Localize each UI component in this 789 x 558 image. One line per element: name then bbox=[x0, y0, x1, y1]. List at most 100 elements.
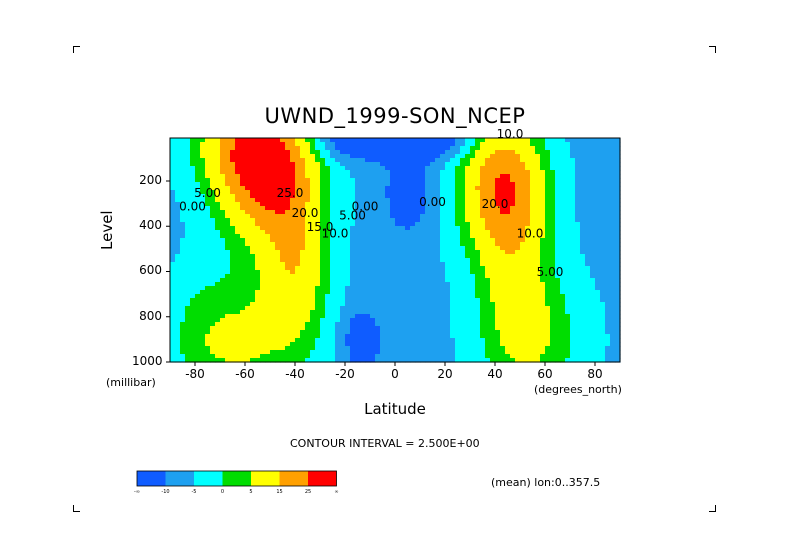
field-cell bbox=[355, 346, 361, 351]
field-cell bbox=[545, 226, 551, 231]
field-cell bbox=[245, 234, 251, 239]
field-cell bbox=[560, 290, 566, 295]
field-cell bbox=[490, 186, 496, 191]
field-cell bbox=[370, 322, 376, 327]
field-cell bbox=[585, 162, 591, 167]
field-cell bbox=[510, 246, 516, 251]
field-cell bbox=[240, 282, 246, 287]
field-cell bbox=[295, 170, 301, 175]
field-cell bbox=[430, 254, 436, 259]
field-cell bbox=[545, 354, 551, 359]
field-cell bbox=[410, 142, 416, 147]
field-cell bbox=[205, 318, 211, 323]
field-cell bbox=[240, 278, 246, 283]
field-cell bbox=[525, 310, 531, 315]
field-cell bbox=[330, 326, 336, 331]
field-cell bbox=[370, 306, 376, 311]
field-cell bbox=[605, 174, 611, 179]
field-cell bbox=[560, 350, 566, 355]
field-cell bbox=[360, 286, 366, 291]
field-cell bbox=[530, 346, 536, 351]
field-cell bbox=[585, 258, 591, 263]
field-cell bbox=[415, 250, 421, 255]
field-cell bbox=[220, 338, 226, 343]
field-cell bbox=[170, 358, 176, 363]
field-cell bbox=[350, 274, 356, 279]
field-cell bbox=[180, 262, 186, 267]
field-cell bbox=[320, 250, 326, 255]
field-cell bbox=[325, 162, 331, 167]
field-cell bbox=[235, 282, 241, 287]
field-cell bbox=[465, 266, 471, 271]
field-cell bbox=[555, 278, 561, 283]
field-cell bbox=[460, 238, 466, 243]
field-cell bbox=[420, 314, 426, 319]
field-cell bbox=[390, 250, 396, 255]
field-cell bbox=[410, 206, 416, 211]
field-cell bbox=[375, 322, 381, 327]
field-cell bbox=[560, 274, 566, 279]
field-cell bbox=[440, 294, 446, 299]
field-cell bbox=[575, 218, 581, 223]
field-cell bbox=[300, 166, 306, 171]
field-cell bbox=[590, 346, 596, 351]
field-cell bbox=[235, 210, 241, 215]
field-cell bbox=[285, 158, 291, 163]
field-cell bbox=[410, 358, 416, 363]
field-cell bbox=[240, 358, 246, 363]
field-cell bbox=[505, 170, 511, 175]
field-cell bbox=[420, 350, 426, 355]
field-cell bbox=[435, 274, 441, 279]
field-cell bbox=[475, 146, 481, 151]
field-cell bbox=[290, 218, 296, 223]
field-cell bbox=[400, 174, 406, 179]
field-cell bbox=[290, 274, 296, 279]
field-cell bbox=[290, 234, 296, 239]
field-cell bbox=[260, 194, 266, 199]
field-cell bbox=[585, 222, 591, 227]
field-cell bbox=[485, 250, 491, 255]
field-cell bbox=[405, 342, 411, 347]
field-cell bbox=[255, 314, 261, 319]
field-cell bbox=[305, 206, 311, 211]
field-cell bbox=[255, 182, 261, 187]
field-cell bbox=[450, 242, 456, 247]
field-cell bbox=[290, 186, 296, 191]
field-cell bbox=[200, 214, 206, 219]
field-cell bbox=[245, 150, 251, 155]
field-cell bbox=[545, 318, 551, 323]
field-cell bbox=[190, 138, 196, 143]
field-cell bbox=[370, 206, 376, 211]
field-cell bbox=[275, 266, 281, 271]
field-cell bbox=[255, 326, 261, 331]
field-cell bbox=[605, 230, 611, 235]
field-cell bbox=[545, 338, 551, 343]
field-cell bbox=[205, 346, 211, 351]
field-cell bbox=[445, 358, 451, 363]
field-cell bbox=[180, 154, 186, 159]
field-cell bbox=[545, 174, 551, 179]
field-cell bbox=[435, 206, 441, 211]
field-cell bbox=[380, 206, 386, 211]
field-cell bbox=[470, 202, 476, 207]
field-cell bbox=[350, 170, 356, 175]
field-cell bbox=[455, 166, 461, 171]
field-cell bbox=[265, 350, 271, 355]
field-cell bbox=[500, 290, 506, 295]
field-cell bbox=[570, 158, 576, 163]
field-cell bbox=[400, 198, 406, 203]
field-cell bbox=[560, 250, 566, 255]
field-cell bbox=[550, 278, 556, 283]
field-cell bbox=[300, 314, 306, 319]
field-cell bbox=[260, 250, 266, 255]
field-cell bbox=[295, 298, 301, 303]
field-cell bbox=[500, 330, 506, 335]
field-cell bbox=[245, 142, 251, 147]
field-cell bbox=[215, 158, 221, 163]
field-cell bbox=[585, 234, 591, 239]
field-cell bbox=[175, 242, 181, 247]
field-cell bbox=[590, 218, 596, 223]
field-cell bbox=[505, 230, 511, 235]
field-cell bbox=[530, 326, 536, 331]
field-cell bbox=[410, 302, 416, 307]
